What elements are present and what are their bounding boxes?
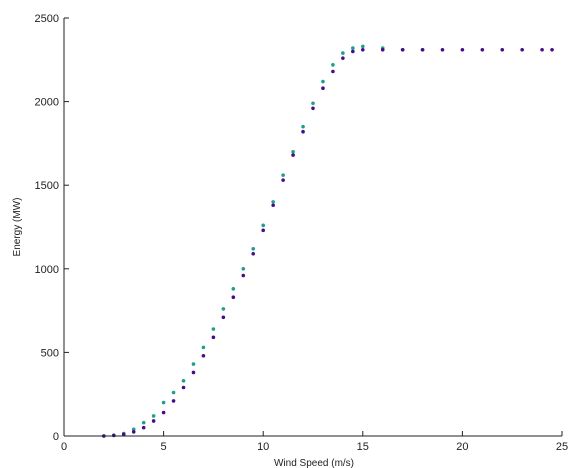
data-point-s0-22 [321,79,325,84]
data-point-s1-21 [311,106,315,111]
data-point-s1-26 [361,47,365,52]
data-point-s1-27 [380,47,385,52]
data-point-s1-28 [400,47,405,52]
data-point-s1-15 [251,251,256,256]
data-point-s1-35 [540,47,544,52]
data-point-s0-15 [251,246,256,251]
data-point-s0-3 [131,427,136,432]
data-point-s0-17 [271,200,275,204]
y-tick-label: 2000 [35,97,59,109]
data-point-s0-5 [151,414,156,418]
data-point-s0-19 [291,149,295,154]
x-tick-label: 10 [257,441,269,453]
data-point-s1-14 [241,273,246,278]
data-point-s0-16 [261,223,266,228]
data-point-s0-24 [341,51,345,55]
y-tick-label: 500 [41,347,59,359]
data-point-s0-14 [241,267,246,271]
data-point-s0-12 [221,307,226,311]
data-point-s1-16 [261,228,266,233]
data-point-s1-9 [191,370,196,375]
data-point-s1-34 [520,47,524,52]
data-point-s1-4 [141,425,146,430]
data-point-s1-25 [351,49,355,54]
data-point-s1-20 [301,129,305,134]
data-point-s1-18 [281,178,285,182]
data-point-s1-10 [201,353,206,358]
data-point-s0-8 [181,379,186,383]
data-point-s1-23 [331,69,335,74]
data-point-s0-21 [311,101,315,106]
data-point-s1-30 [440,47,445,52]
x-tick-label: 5 [161,441,167,453]
data-point-s1-32 [480,47,485,52]
x-tick-label: 15 [357,441,369,453]
data-point-s1-6 [161,410,166,415]
data-point-s0-18 [281,173,285,177]
data-point-s1-12 [221,315,226,320]
data-point-s1-13 [231,295,236,300]
plot-area [102,44,554,438]
data-point-s1-19 [291,153,295,157]
x-tick-label: 20 [456,441,468,453]
data-point-s1-7 [171,399,176,403]
x-tick-label: 25 [556,441,568,453]
data-point-s1-24 [341,56,345,60]
y-tick-label: 2500 [35,13,59,25]
data-point-s0-13 [231,287,236,291]
x-tick-label: 0 [61,441,67,453]
y-axis-label: Energy (MW) [12,198,23,257]
data-point-s1-5 [151,419,156,423]
data-point-s1-33 [500,47,505,52]
data-point-s1-3 [131,430,136,434]
data-point-s1-22 [321,86,325,91]
y-tick-label: 0 [53,431,59,443]
data-point-s1-8 [181,385,186,390]
data-point-s1-11 [211,335,216,340]
data-point-s0-6 [161,400,166,405]
data-point-s0-7 [171,390,176,395]
data-point-s0-26 [361,44,365,49]
data-point-s0-11 [211,327,216,331]
data-point-s1-17 [271,203,275,208]
data-point-s1-2 [121,432,126,437]
data-point-s0-4 [141,420,146,425]
data-point-s1-29 [420,47,425,52]
data-point-s0-10 [201,345,206,350]
y-tick-label: 1000 [35,264,59,276]
data-point-s0-9 [191,362,196,366]
data-point-s0-23 [331,63,335,67]
data-point-s1-31 [460,47,465,52]
y-tick-label: 1500 [35,180,59,192]
axes: 0 5 10 15 20 25 0 500 1000 1500 2000 2500 [35,13,569,453]
data-point-s0-20 [301,124,305,129]
data-point-s0-25 [351,46,355,50]
data-point-s1-36 [550,47,554,52]
x-axis-label: Wind Speed (m/s) [274,458,354,468]
